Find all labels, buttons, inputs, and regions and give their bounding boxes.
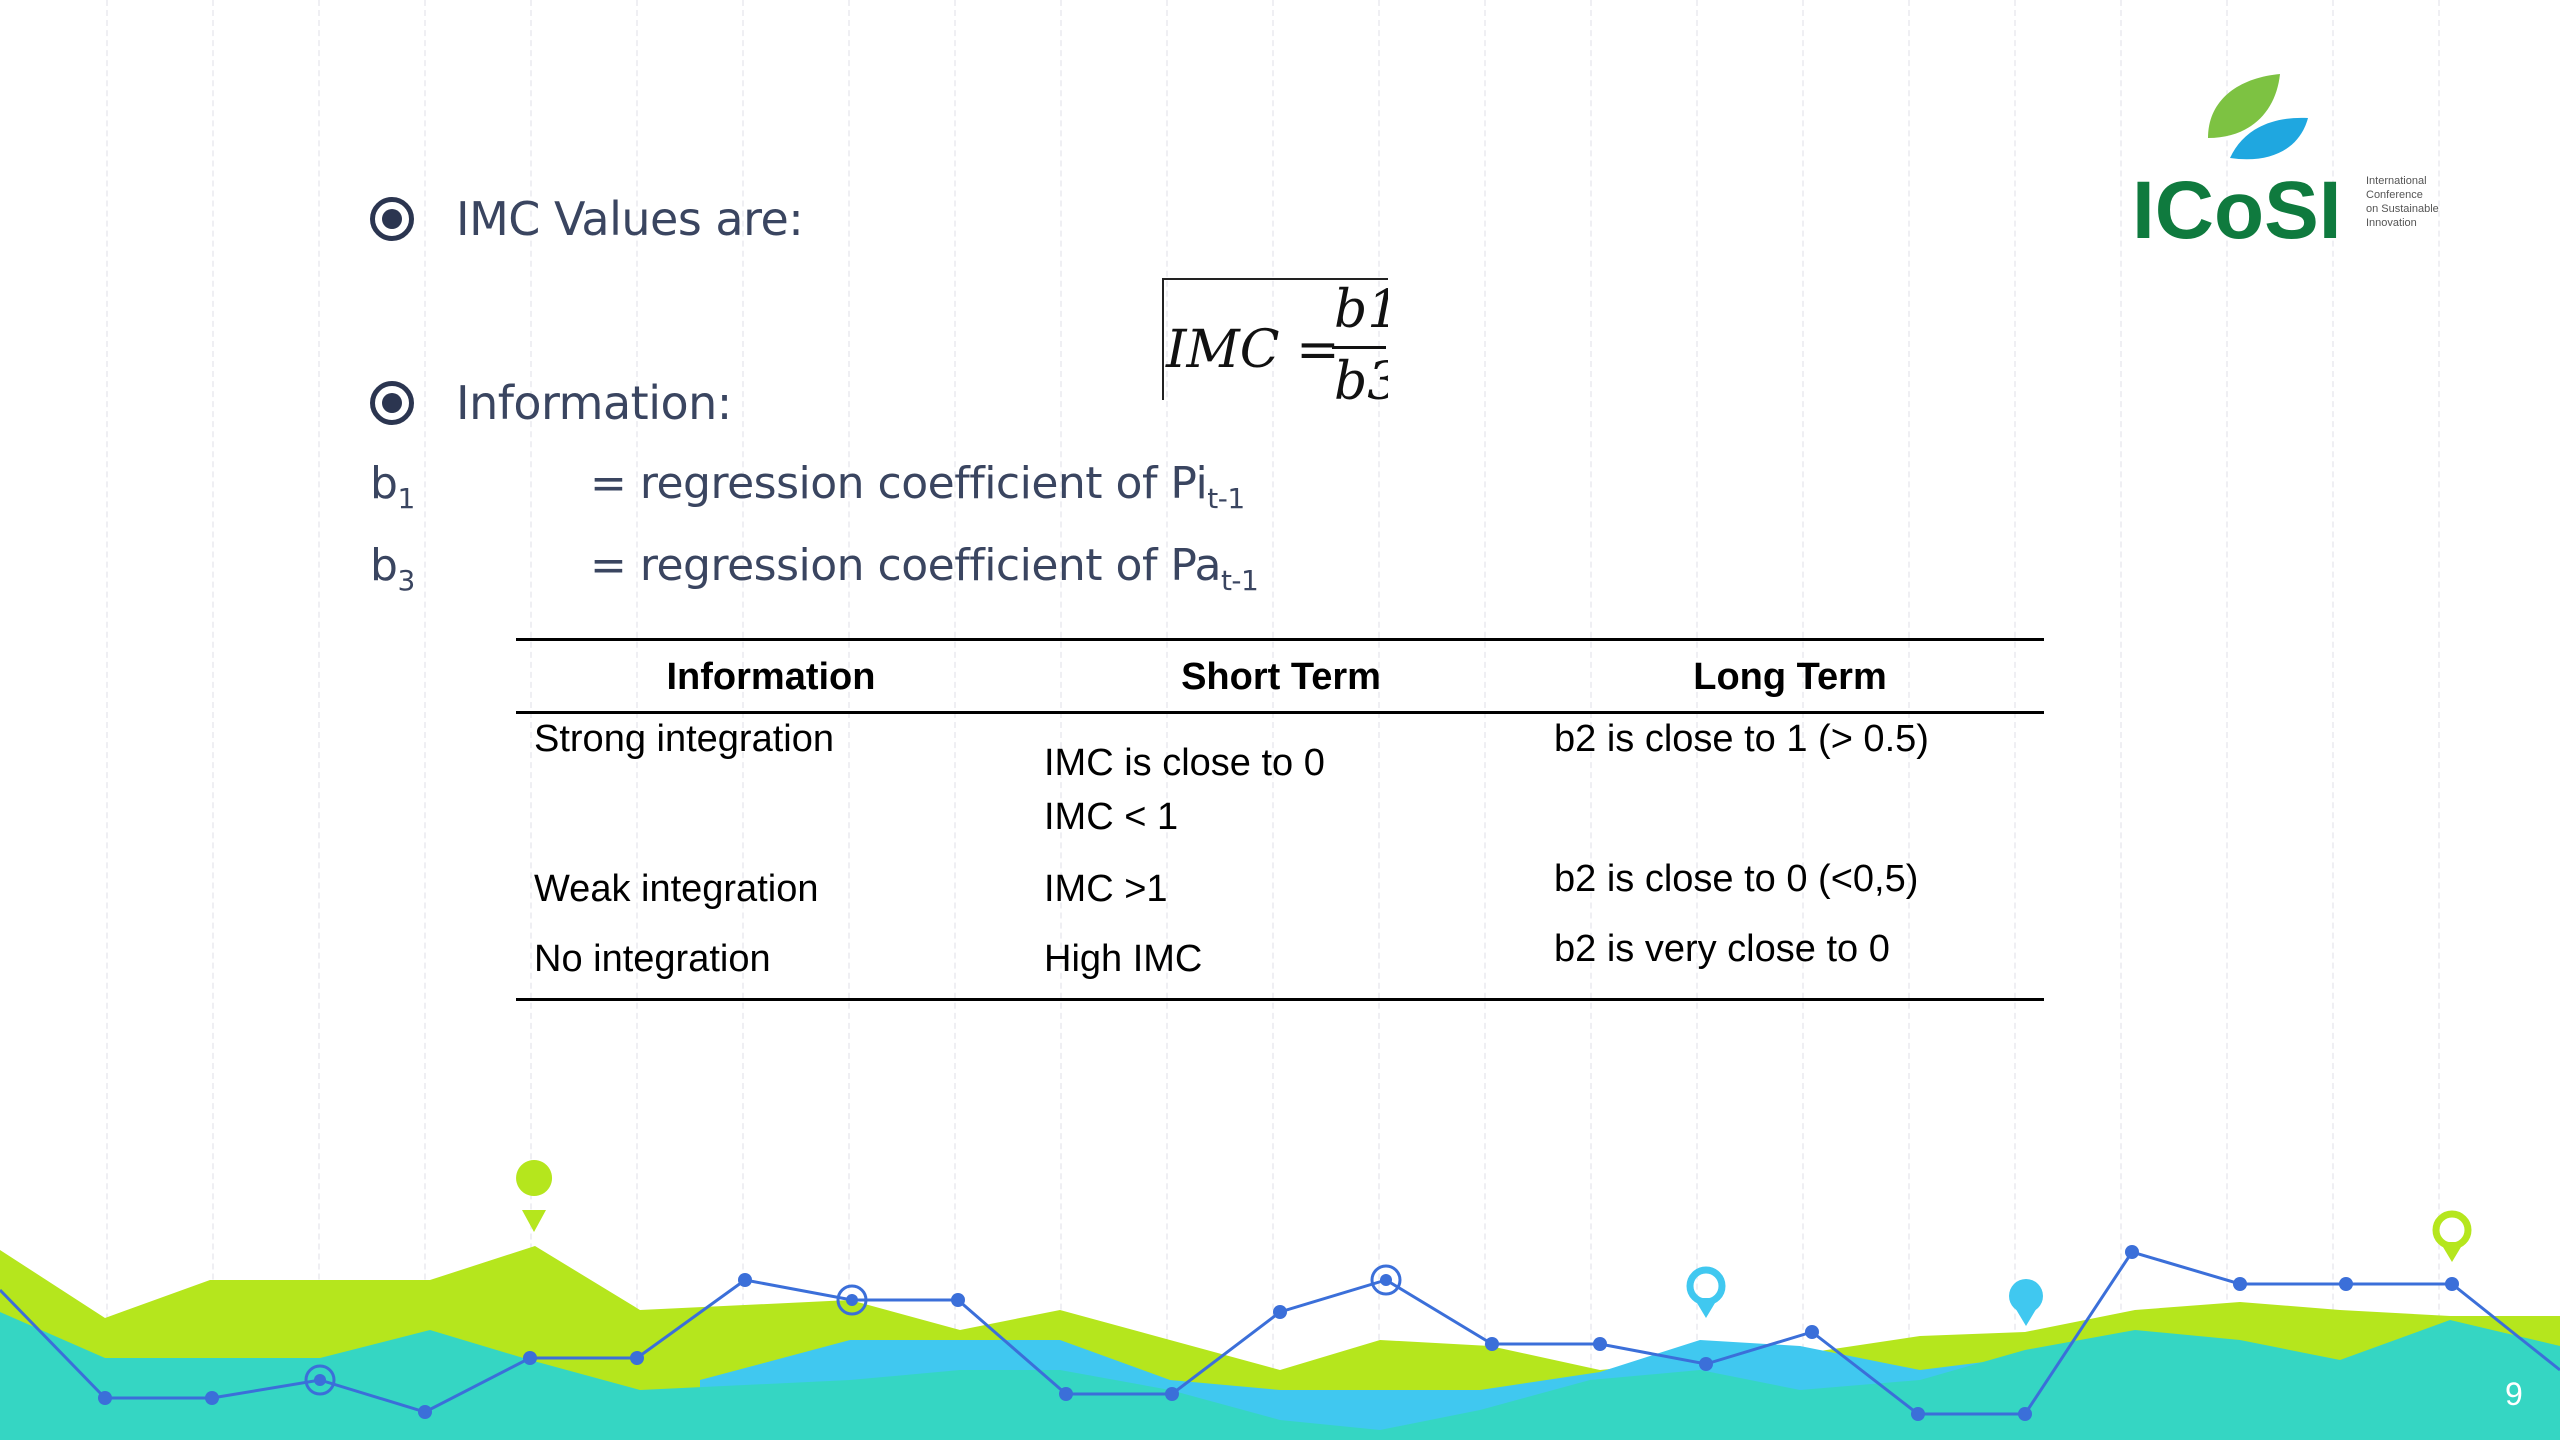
column-header: Information xyxy=(666,655,876,698)
table-cell: b2 is close to 1 (> 0.5) xyxy=(1554,718,1929,760)
bullet-text: Information: xyxy=(456,376,732,430)
map-pin-icon xyxy=(1686,1266,1726,1318)
table-row: Strong integration IMC is close to 0 IMC… xyxy=(516,713,2044,855)
fraction-bar xyxy=(1332,346,1386,349)
table-header-row: Information Short Term Long Term xyxy=(516,640,2044,713)
logo-leaf-blue-icon xyxy=(2230,117,2308,160)
page-number: 9 xyxy=(2505,1376,2523,1412)
bullet-information: Information: xyxy=(370,376,732,430)
table-cell: No integration xyxy=(534,938,771,980)
table-cell: Weak integration xyxy=(534,868,819,910)
table-cell: Strong integration xyxy=(534,718,834,760)
table-cell: High IMC xyxy=(1044,938,1203,980)
formula-denominator: b3 xyxy=(1334,352,1388,400)
table-cell: b2 is close to 0 (<0,5) xyxy=(1554,858,1919,900)
svg-text:International: International xyxy=(2366,175,2427,187)
table-cell: IMC >1 xyxy=(1044,868,1168,910)
bullet-icon xyxy=(370,197,414,241)
formula-numerator: b1 xyxy=(1334,280,1388,340)
imc-formula: IMC = b1 b3 xyxy=(1162,278,1388,400)
bullet-text: IMC Values are: xyxy=(456,192,804,246)
logo-wordmark: ICoSI xyxy=(2132,165,2342,250)
svg-text:on Sustainable: on Sustainable xyxy=(2366,203,2439,215)
map-pin-icon xyxy=(2432,1210,2472,1262)
bullet-imc-values: IMC Values are: xyxy=(370,192,804,246)
table-row: Weak integration IMC >1 b2 is close to 0… xyxy=(516,854,2044,924)
decorative-footer xyxy=(0,1160,2560,1440)
map-pin-icon xyxy=(516,1160,553,1232)
table-row: No integration High IMC b2 is very close… xyxy=(516,924,2044,1000)
logo-leaf-green-icon xyxy=(2208,74,2280,138)
icosi-logo: ICoSI International Conference on Sustai… xyxy=(2130,60,2500,256)
svg-text:Innovation: Innovation xyxy=(2366,217,2417,229)
column-header: Long Term xyxy=(1693,655,1887,698)
svg-text:Conference: Conference xyxy=(2366,189,2423,201)
table-cell: IMC is close to 0 IMC < 1 xyxy=(1044,742,1325,838)
bullet-icon xyxy=(370,381,414,425)
table-cell: b2 is very close to 0 xyxy=(1554,928,1890,970)
map-pin-icon xyxy=(2009,1279,2043,1326)
integration-table: Information Short Term Long Term Strong … xyxy=(516,638,2044,1001)
column-header: Short Term xyxy=(1181,655,1381,698)
